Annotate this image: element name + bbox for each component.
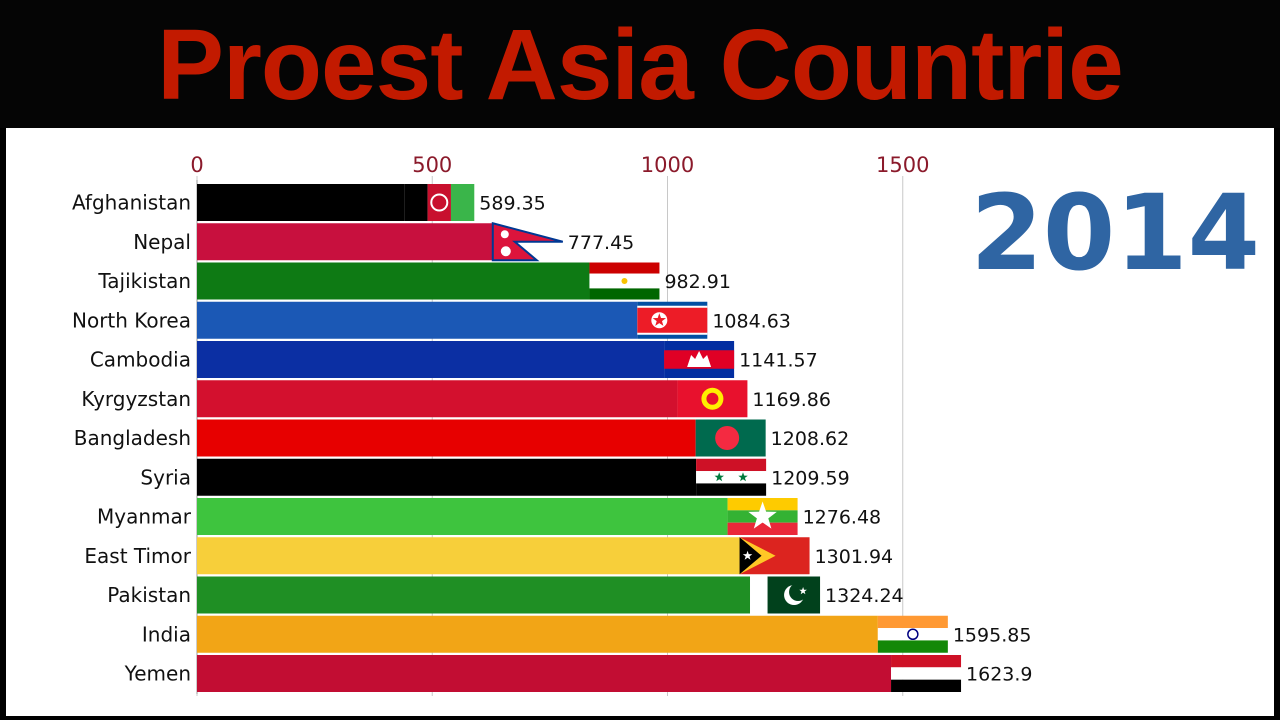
- bar-east-timor: [197, 537, 740, 575]
- flag-stripe: [589, 288, 660, 300]
- bar-myanmar: [197, 498, 728, 535]
- value-label: 1169.86: [752, 389, 831, 411]
- category-label: Myanmar: [97, 505, 192, 529]
- bar-india: [197, 615, 878, 653]
- banner-title: Proest Asia Countrie: [157, 9, 1123, 121]
- value-label: 1623.9: [966, 664, 1032, 686]
- bar-yemen: [197, 655, 892, 692]
- value-label: 777.45: [568, 232, 634, 254]
- north-korea-flag: [637, 301, 708, 339]
- flag-chakra: [907, 628, 919, 640]
- india-flag: [877, 615, 948, 653]
- category-label: Kyrgyzstan: [81, 387, 191, 411]
- bar-syria: [197, 458, 697, 496]
- flag-temple: [687, 351, 712, 367]
- category-label: Pakistan: [107, 583, 191, 607]
- nepal-flag: [491, 221, 564, 262]
- myanmar-flag: [727, 498, 798, 535]
- bar-tajikistan: [197, 262, 590, 300]
- bar-cambodia: [197, 341, 665, 378]
- value-label: 982.91: [664, 271, 730, 293]
- flag-sun: [500, 246, 511, 257]
- flag-star: [742, 550, 753, 560]
- x-tick-label: 1000: [641, 153, 694, 177]
- flag-triangle: [739, 537, 762, 575]
- east-timor-flag: [739, 537, 810, 575]
- bar-north-korea: [197, 301, 638, 339]
- category-label: Tajikistan: [97, 269, 191, 293]
- value-label: 1141.57: [739, 350, 818, 372]
- flag-disc: [715, 426, 740, 450]
- flag-star: [714, 472, 724, 482]
- bar-nepal: [197, 223, 493, 261]
- flag-stripe: [404, 184, 428, 221]
- flag-emblem: [430, 193, 449, 212]
- x-tick-label: 500: [412, 153, 452, 177]
- value-label: 589.35: [479, 193, 545, 215]
- bar-bangladesh: [197, 419, 696, 457]
- value-label: 1208.62: [771, 428, 850, 450]
- bar-pakistan: [197, 576, 751, 614]
- category-label: Bangladesh: [74, 426, 191, 450]
- value-label: 1084.63: [712, 310, 791, 332]
- flag-stripe: [589, 262, 660, 274]
- flag-star: [799, 587, 807, 595]
- x-tick-label: 1500: [876, 153, 929, 177]
- bar-afghanistan: [197, 184, 405, 221]
- category-label: East Timor: [84, 544, 191, 568]
- category-label: Afghanistan: [72, 191, 191, 215]
- bar-kyrgyzstan: [197, 380, 678, 418]
- flag-stripe: [891, 655, 962, 668]
- flag-moon: [500, 230, 509, 239]
- year-label: 2014: [970, 172, 1260, 294]
- flag-star: [652, 313, 666, 326]
- flag-stripe: [696, 483, 767, 496]
- flag-stripe: [696, 458, 767, 472]
- pakistan-flag: [750, 576, 821, 614]
- flag-stripe: [891, 667, 962, 680]
- category-label: North Korea: [72, 308, 191, 332]
- flag-stripe: [696, 471, 767, 484]
- tajikistan-flag: [589, 262, 660, 300]
- afghanistan-flag: [404, 184, 475, 221]
- chart-panel: 0 500 1000 1500 Afghanistan 589.35 Nepal 777.45…: [6, 128, 1274, 716]
- flag-stripe: [450, 184, 475, 221]
- cambodia-flag: [664, 341, 735, 378]
- category-label: Nepal: [133, 230, 191, 254]
- syria-flag: [696, 458, 767, 496]
- x-tick-label: 0: [190, 153, 203, 177]
- value-label: 1209.59: [771, 467, 850, 489]
- flag-stripe: [877, 615, 948, 629]
- flag-stripe: [727, 522, 798, 535]
- category-label: Cambodia: [90, 348, 191, 372]
- flag-stripe: [877, 640, 948, 653]
- category-label: Syria: [140, 465, 191, 489]
- flag-stripe: [427, 184, 451, 221]
- flag-star: [738, 472, 748, 482]
- category-label: Yemen: [124, 662, 191, 686]
- flag-stripe: [891, 679, 962, 692]
- value-label: 1276.48: [803, 507, 882, 529]
- kyrgyzstan-flag: [677, 380, 748, 418]
- title-banner: Proest Asia Countrie: [0, 0, 1280, 128]
- bar-chart: 0 500 1000 1500 Afghanistan 589.35 Nepal 777.45…: [72, 153, 1033, 696]
- value-label: 1301.94: [815, 546, 894, 568]
- category-label: India: [142, 622, 191, 646]
- flag-crown: [621, 278, 628, 284]
- flag-stripe: [877, 628, 948, 641]
- flag-stripe: [637, 307, 708, 333]
- flag-star: [748, 501, 777, 529]
- value-label: 1595.85: [953, 624, 1032, 646]
- flag-tunduk: [706, 392, 719, 405]
- bangladesh-flag: [695, 419, 766, 457]
- flag-moon-cut: [789, 583, 808, 601]
- flag-stripe: [750, 576, 768, 614]
- value-label: 1324.24: [825, 585, 904, 607]
- yemen-flag: [891, 655, 962, 692]
